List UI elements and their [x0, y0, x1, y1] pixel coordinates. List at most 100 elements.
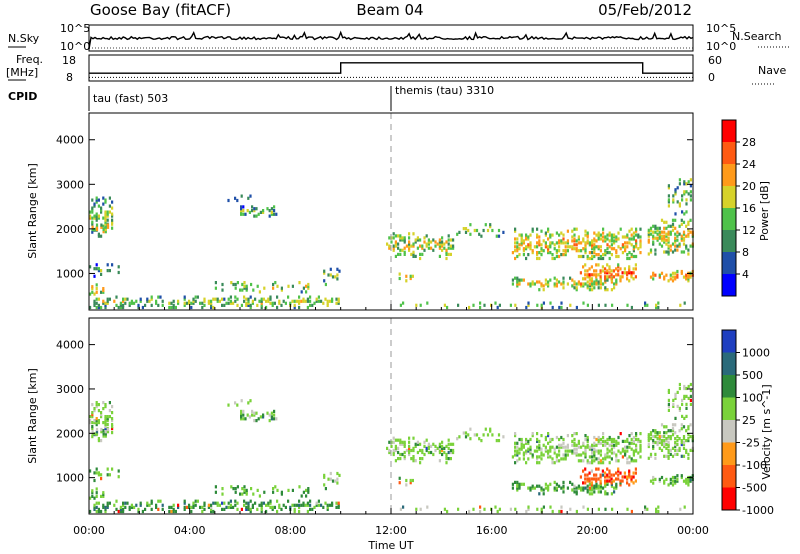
power-cell	[168, 301, 171, 305]
velocity-cell	[593, 473, 596, 477]
power-cell	[602, 235, 605, 239]
power-cell	[615, 267, 618, 271]
velocity-cell	[468, 509, 471, 514]
velocity-cell	[593, 443, 596, 447]
power-cell	[251, 299, 254, 303]
power-cell	[591, 284, 594, 288]
velocity-cell	[573, 484, 576, 488]
power-cell	[221, 303, 224, 307]
power-cell	[172, 303, 175, 307]
velocity-cell	[133, 505, 136, 509]
power-cell	[161, 299, 164, 303]
power-cell	[558, 280, 561, 284]
velocity-cell	[111, 423, 114, 427]
velocity-cell	[660, 448, 664, 452]
power-cell	[626, 245, 629, 249]
power-cell	[432, 248, 435, 252]
power-cell	[245, 297, 248, 301]
velocity-cell	[243, 485, 246, 489]
velocity-cell	[212, 501, 215, 505]
power-cell	[516, 245, 519, 249]
power-cell	[89, 292, 92, 296]
velocity-cell	[676, 474, 679, 478]
velocity-cell	[119, 505, 122, 509]
velocity-cell	[560, 435, 563, 440]
power-cell	[608, 231, 611, 235]
power-cell	[536, 241, 539, 245]
power-cell	[549, 251, 552, 255]
velocity-cell	[445, 452, 448, 457]
velocity-cell	[329, 477, 332, 481]
velocity-cell	[593, 441, 596, 445]
velocity-cell	[104, 505, 107, 509]
power-cell	[280, 303, 283, 307]
power-cell	[584, 273, 587, 277]
velocity-cell	[617, 469, 620, 473]
velocity-cell	[542, 443, 545, 447]
power-cell	[468, 305, 471, 310]
power-cell	[399, 234, 402, 238]
power-cell	[599, 271, 602, 275]
velocity-cell	[656, 442, 659, 447]
nave-tick-low: 0	[708, 71, 715, 84]
velocity-cell	[555, 482, 558, 486]
power-cell	[249, 295, 252, 299]
velocity-cell	[172, 509, 175, 514]
power-cell	[667, 224, 670, 228]
velocity-cell	[676, 404, 679, 408]
power-cell	[516, 249, 519, 253]
velocity-cell	[619, 483, 622, 487]
power-cell	[639, 241, 642, 245]
power-cell	[604, 237, 607, 241]
velocity-cell	[566, 445, 569, 449]
velocity-cell	[214, 501, 217, 505]
velocity-cell	[635, 443, 638, 447]
power-cell	[628, 267, 631, 271]
velocity-cell	[542, 488, 545, 492]
velocity-cell	[106, 503, 109, 507]
velocity-cell	[621, 447, 624, 451]
velocity-cell	[617, 449, 620, 453]
velocity-cell	[516, 451, 519, 455]
power-cell	[654, 236, 657, 240]
power-cell	[612, 269, 615, 273]
velocity-cell	[560, 509, 563, 514]
velocity-cell	[562, 437, 565, 442]
velocity-cell	[91, 432, 94, 436]
power-cell	[658, 236, 661, 240]
velocity-cell	[111, 467, 114, 471]
power-cell	[687, 234, 690, 238]
velocity-cell	[525, 437, 528, 442]
power-cell	[243, 295, 246, 299]
power-cell	[584, 263, 587, 267]
velocity-cell	[111, 419, 114, 423]
velocity-cell	[243, 488, 246, 492]
velocity-cell	[293, 507, 296, 511]
power-cell	[671, 228, 675, 232]
power-cell	[635, 233, 638, 237]
velocity-cell	[93, 407, 96, 411]
power-cell	[663, 230, 666, 234]
velocity-cell	[553, 488, 556, 492]
velocity-cell	[525, 439, 528, 443]
power-cell	[475, 228, 479, 233]
velocity-cell	[100, 494, 103, 498]
power-cell	[538, 241, 541, 245]
power-cell	[619, 277, 622, 281]
power-cell	[100, 223, 103, 227]
power-cell	[300, 290, 303, 294]
velocity-cell	[599, 481, 602, 485]
power-cell	[516, 254, 519, 259]
power-cell	[236, 281, 239, 285]
velocity-cell	[667, 398, 670, 402]
velocity-cell	[577, 484, 580, 488]
power-cell	[610, 273, 613, 277]
power-cell	[683, 180, 686, 184]
velocity-cell	[236, 501, 239, 505]
velocity-cell	[106, 501, 109, 505]
velocity-cell	[540, 453, 543, 457]
power-cell	[577, 235, 580, 239]
velocity-cell	[104, 434, 107, 438]
velocity-cell	[93, 419, 96, 423]
power-cell	[593, 243, 596, 247]
